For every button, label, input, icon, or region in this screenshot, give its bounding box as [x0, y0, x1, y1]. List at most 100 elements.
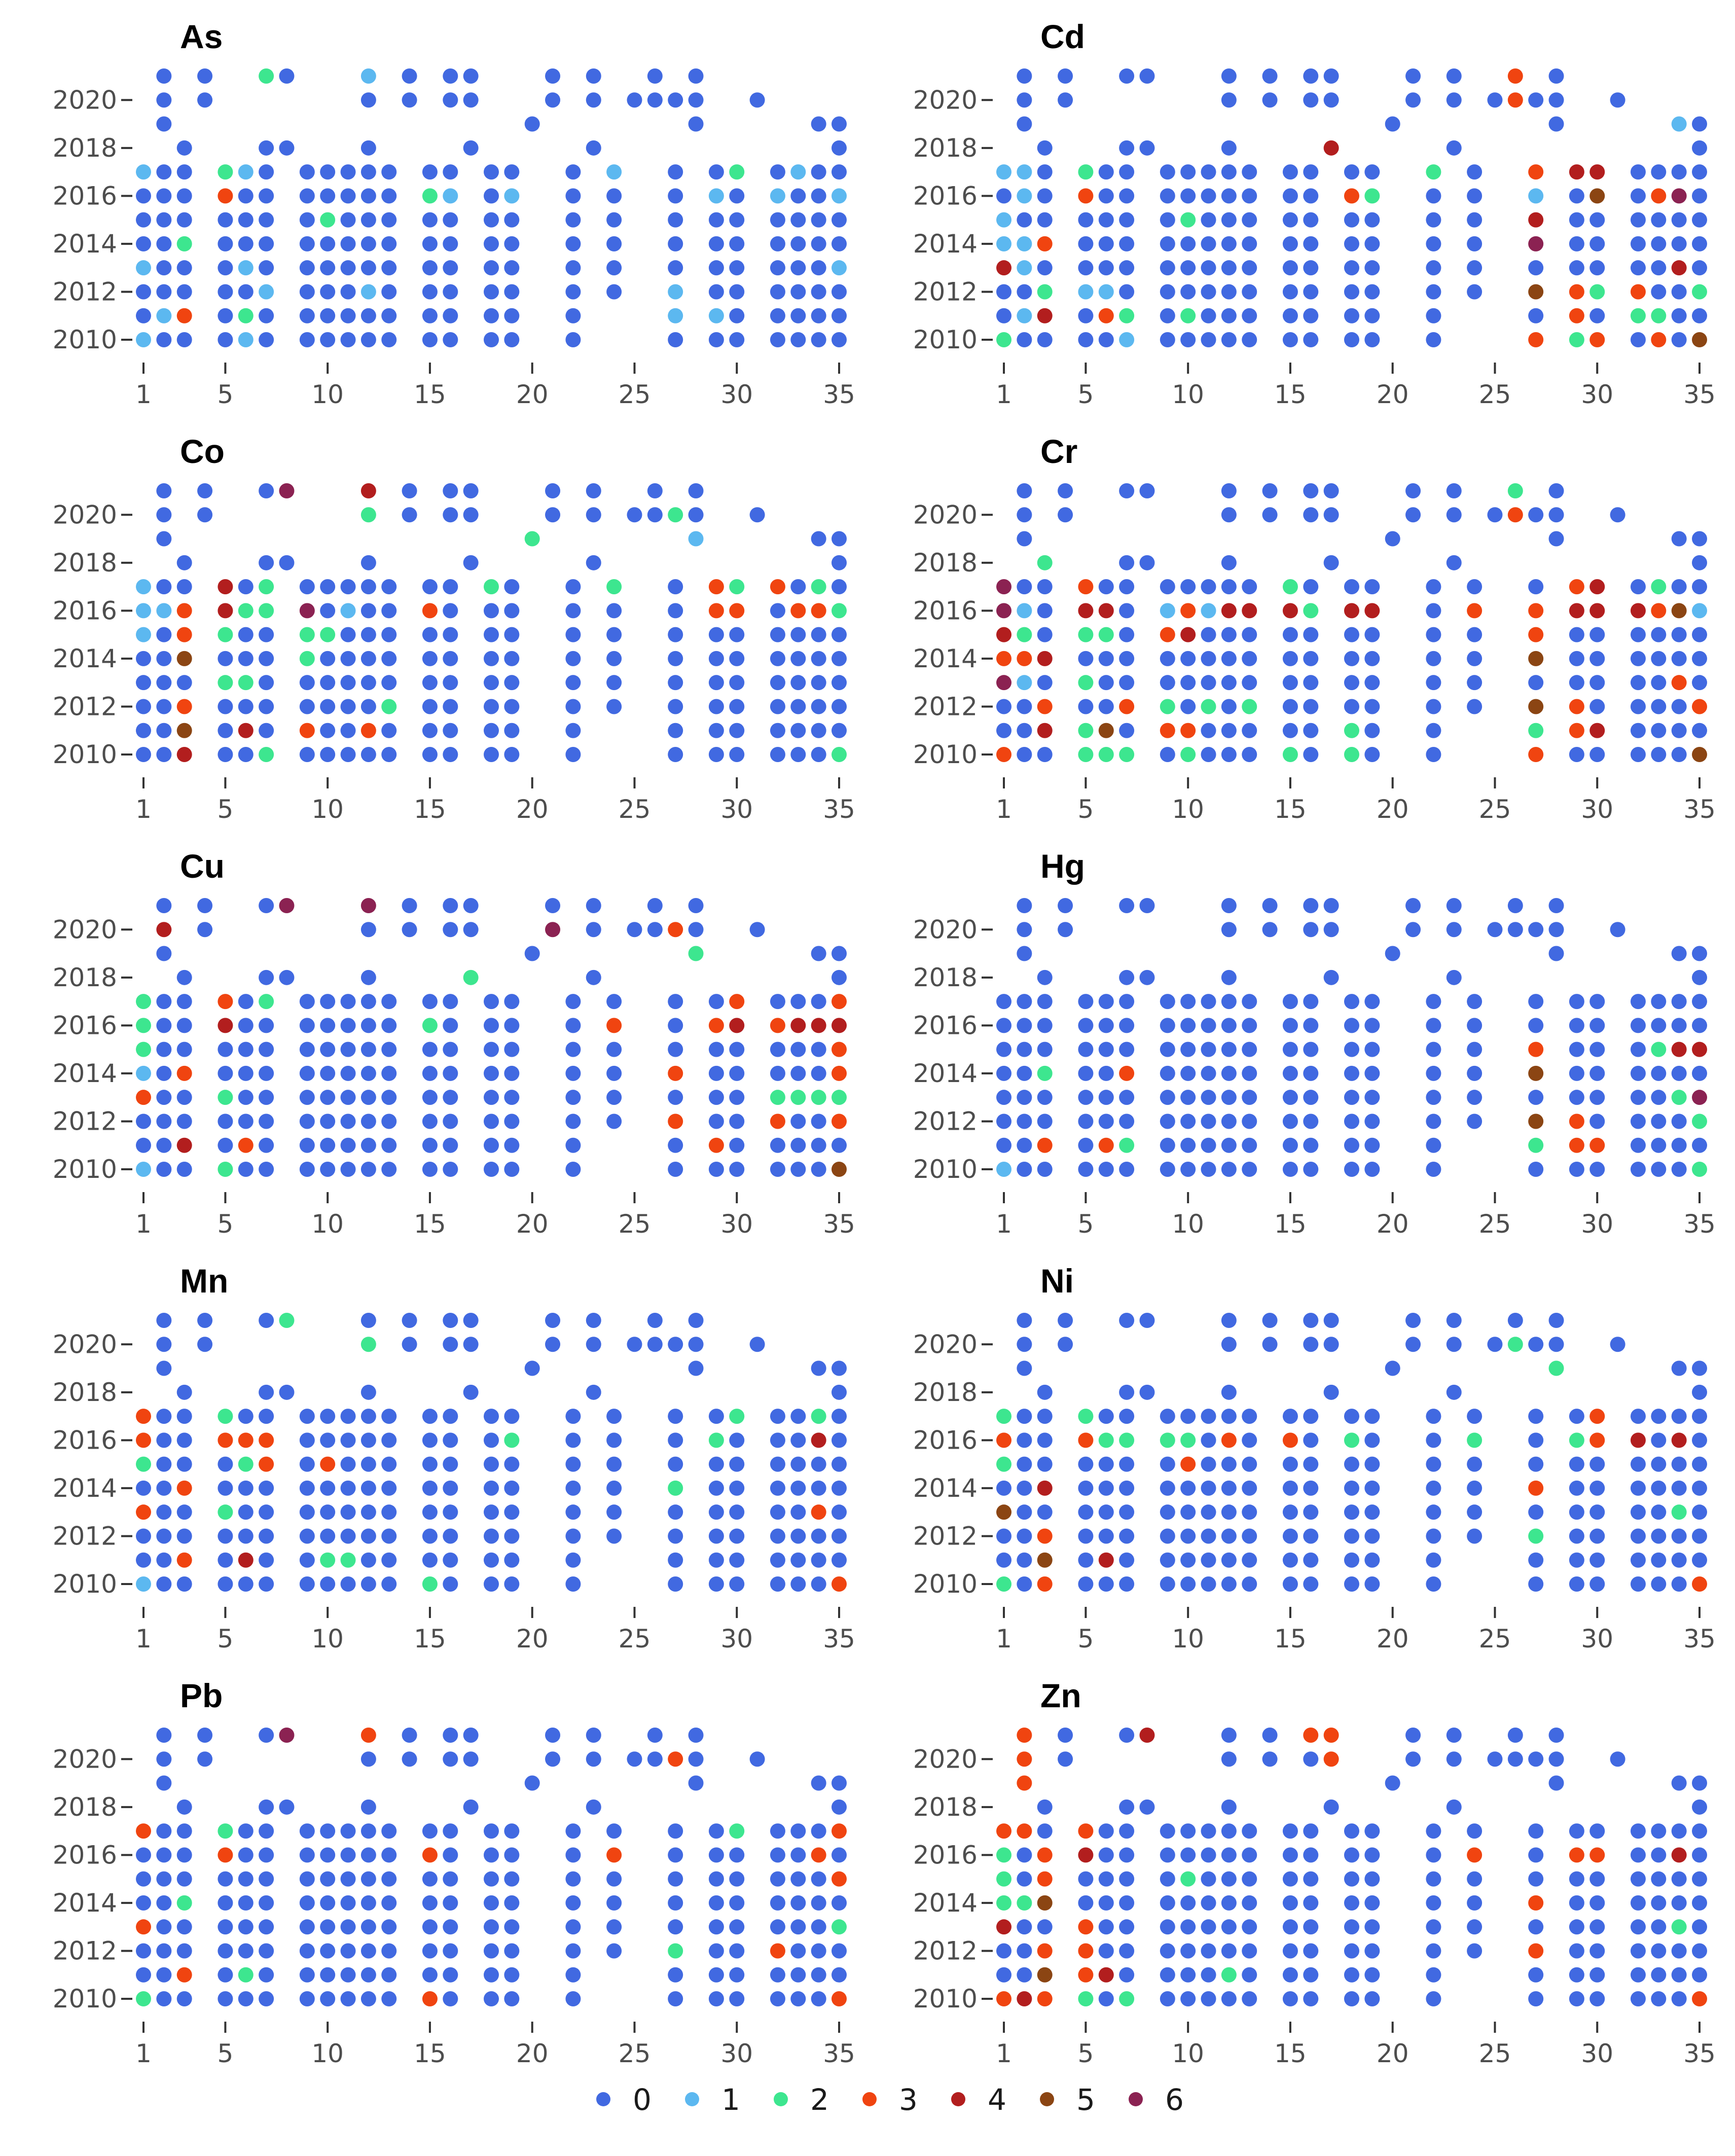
y-tick-label: 2014 [913, 1888, 978, 1918]
data-point [1098, 1018, 1114, 1033]
data-point [443, 164, 458, 180]
data-point [1221, 1041, 1237, 1057]
data-point [156, 308, 172, 324]
data-point [708, 675, 724, 691]
data-point [1589, 651, 1605, 666]
data-point [156, 946, 172, 961]
data-point [524, 1775, 540, 1791]
data-point [1692, 1409, 1707, 1424]
data-point [606, 1456, 622, 1472]
data-point [996, 1823, 1011, 1839]
data-point [360, 212, 376, 228]
data-point [1364, 747, 1380, 762]
y-tick-label: 2018 [53, 548, 117, 578]
data-point [381, 651, 397, 666]
data-point [443, 1456, 458, 1472]
data-point [811, 723, 826, 738]
data-point [1017, 1137, 1032, 1153]
data-point [1467, 1943, 1483, 1959]
data-point [1426, 1919, 1441, 1935]
data-point [1037, 1113, 1053, 1129]
data-point [402, 483, 417, 498]
data-point [1589, 1919, 1605, 1935]
data-point [1446, 1313, 1462, 1328]
data-point [1344, 164, 1359, 180]
y-tick-label: 2020 [913, 1744, 978, 1774]
data-point [218, 1137, 233, 1153]
data-point [1692, 994, 1707, 1010]
data-point [1242, 1991, 1257, 2006]
data-point [1692, 1480, 1707, 1496]
data-point [1098, 1065, 1114, 1081]
data-point [443, 507, 458, 523]
data-point [1548, 68, 1564, 84]
data-point [136, 1576, 151, 1592]
data-point [1078, 1943, 1094, 1959]
data-point [422, 1871, 438, 1887]
data-point [1201, 212, 1216, 228]
data-point [299, 1162, 315, 1177]
data-point [770, 1576, 785, 1592]
data-point [668, 699, 683, 714]
data-point [504, 675, 520, 691]
data-point [1630, 1456, 1646, 1472]
data-point [832, 332, 847, 347]
data-point [729, 1162, 745, 1177]
data-point [668, 1018, 683, 1033]
data-point [770, 1162, 785, 1177]
data-point [708, 308, 724, 324]
data-point [1282, 1018, 1298, 1033]
data-point [381, 236, 397, 251]
data-point [176, 1384, 192, 1400]
data-point [1017, 308, 1032, 324]
data-point [708, 627, 724, 642]
data-point [484, 1018, 499, 1033]
data-point [136, 1919, 151, 1935]
data-point [176, 1871, 192, 1887]
data-point [1569, 579, 1584, 595]
data-point [259, 1728, 274, 1743]
data-point [1303, 1456, 1319, 1472]
data-point [1630, 1967, 1646, 1983]
x-tick-label: 25 [1479, 795, 1511, 824]
y-tick-label: 2010 [913, 1569, 978, 1599]
data-point [668, 1967, 683, 1983]
data-point [136, 260, 151, 276]
data-point [1282, 579, 1298, 595]
data-point [729, 188, 745, 204]
data-point [1405, 898, 1421, 913]
x-tick-label: 5 [1078, 380, 1094, 409]
data-point [299, 603, 315, 619]
data-point [1201, 1065, 1216, 1081]
data-point [832, 1090, 847, 1105]
data-point [443, 651, 458, 666]
data-point [1405, 483, 1421, 498]
data-point [729, 212, 745, 228]
data-point [668, 1432, 683, 1448]
data-point [545, 68, 561, 84]
data-point [1692, 1895, 1707, 1911]
data-point [1446, 140, 1462, 156]
data-point [790, 1823, 806, 1839]
data-point [1098, 308, 1114, 324]
data-point [1630, 1847, 1646, 1863]
data-point [156, 1847, 172, 1863]
data-point [463, 1313, 479, 1328]
data-point [790, 1480, 806, 1496]
x-tick-label: 5 [1078, 795, 1094, 824]
data-point [1282, 1456, 1298, 1472]
data-point [1446, 1728, 1462, 1743]
data-point [320, 1919, 336, 1935]
data-point [1180, 260, 1196, 276]
data-point [136, 1409, 151, 1424]
data-point [176, 1409, 192, 1424]
y-tick-label: 2018 [913, 548, 978, 578]
data-point [832, 1871, 847, 1887]
data-point [1242, 994, 1257, 1010]
data-point [1037, 651, 1053, 666]
data-point [1630, 651, 1646, 666]
data-point [1344, 675, 1359, 691]
data-point [463, 1799, 479, 1815]
data-point [360, 188, 376, 204]
data-point [484, 188, 499, 204]
